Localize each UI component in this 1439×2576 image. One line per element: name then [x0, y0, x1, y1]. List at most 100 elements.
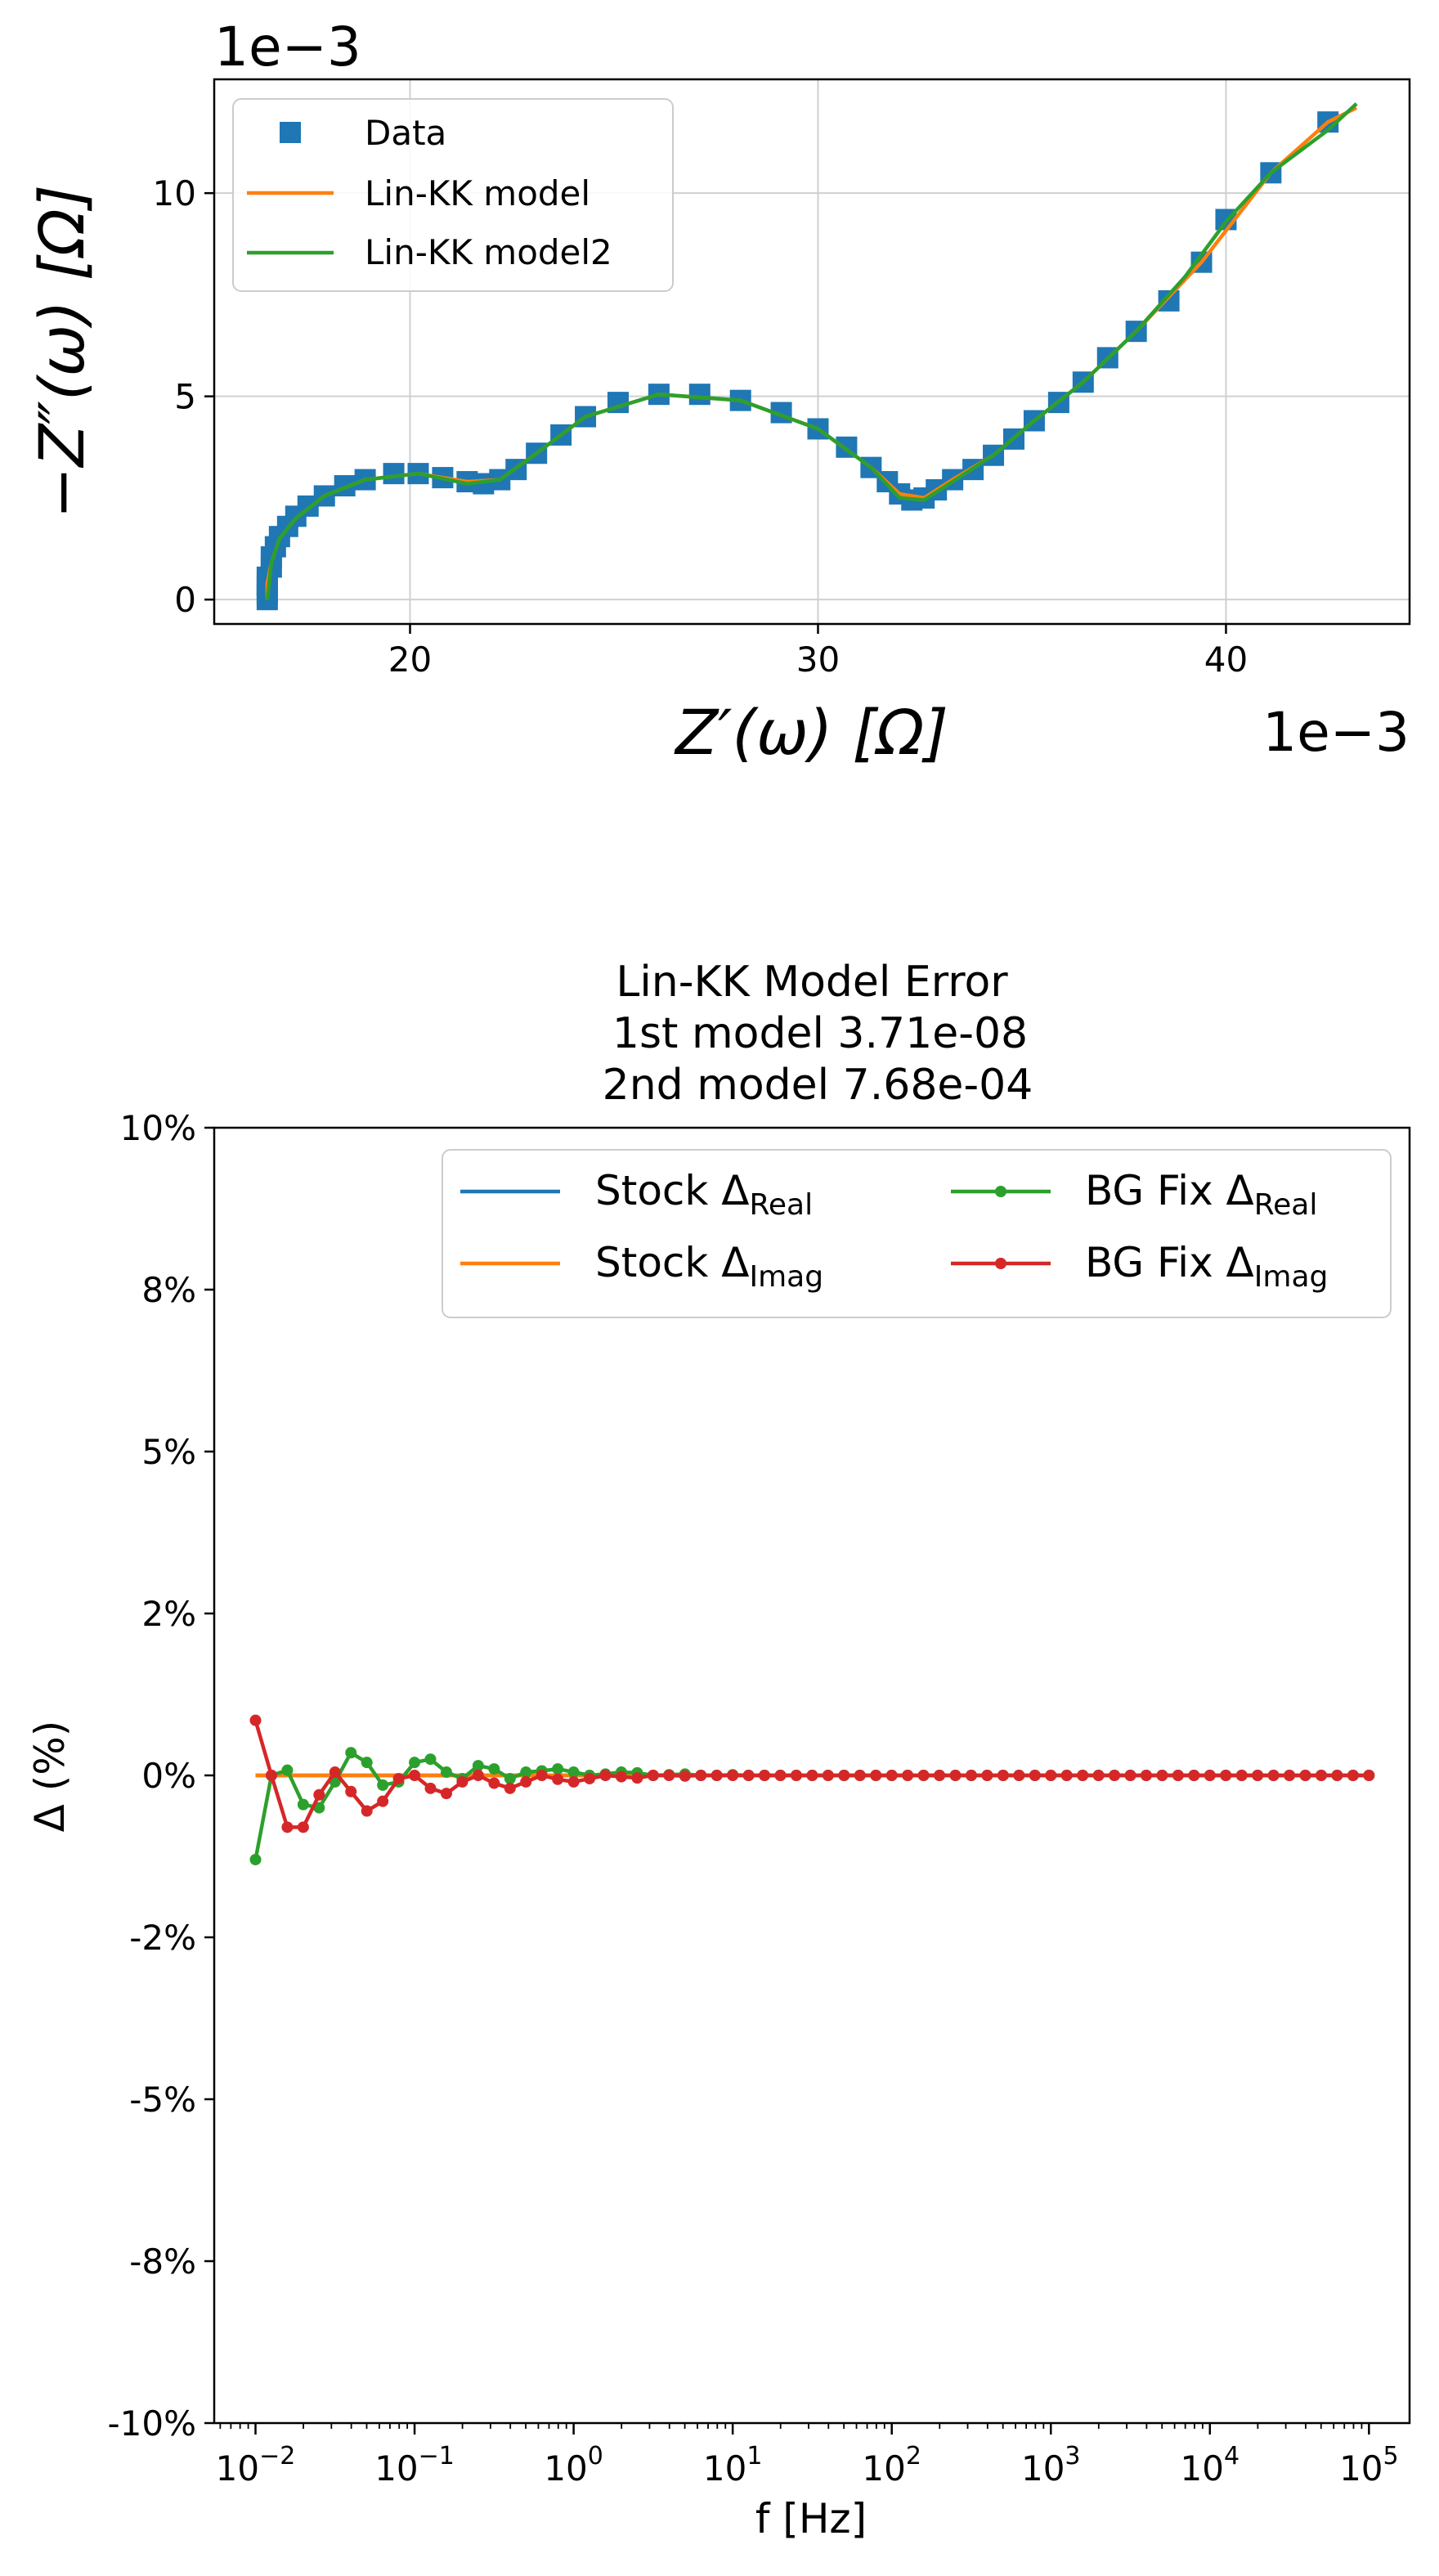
y-tick-label: 0 [174, 580, 196, 620]
bgfix-imag-point [838, 1770, 850, 1781]
bgfix-real-point [297, 1798, 309, 1811]
bgfix-imag-point [536, 1770, 548, 1781]
legend-label-stock-imag: Stock ΔImag [595, 1239, 823, 1294]
bgfix-imag-point [615, 1770, 627, 1783]
bgfix-imag-point [1124, 1770, 1136, 1781]
bgfix-imag-point [456, 1775, 468, 1788]
bgfix-imag-point [424, 1782, 437, 1794]
bgfix-imag-point [759, 1770, 771, 1781]
bgfix-imag-point [440, 1788, 452, 1800]
legend-label-data: Data [365, 113, 446, 153]
bgfix-imag-point [647, 1770, 659, 1781]
nyquist-axes-frame [213, 78, 1411, 626]
legend-dot-bgfix-real [995, 1186, 1006, 1197]
x-tick-label: 40 [1204, 640, 1248, 680]
legend-label-bgfix-imag: BG Fix ΔImag [1085, 1239, 1328, 1294]
y-tick-label: -8% [129, 2242, 196, 2282]
bgfix-imag-point [1284, 1770, 1296, 1781]
bgfix-imag-point [377, 1795, 389, 1807]
error-legend-box [442, 1149, 1392, 1318]
nyquist-legend-box [232, 98, 674, 292]
bgfix-imag-point [1331, 1770, 1343, 1781]
bgfix-imag-point [313, 1788, 325, 1801]
bgfix-imag-point [695, 1770, 707, 1781]
bgfix-imag-point [822, 1770, 834, 1781]
y-tick-label: 5 [174, 377, 196, 417]
data-point [383, 463, 405, 485]
error-title-line-2: 1st model 3.71e-08 [612, 1009, 1028, 1058]
bgfix-imag-point [1060, 1770, 1073, 1781]
y-tick-label: 8% [141, 1270, 196, 1310]
bgfix-imag-point [1235, 1770, 1248, 1781]
bgfix-imag-point [1252, 1770, 1264, 1781]
bgfix-imag-point [392, 1772, 405, 1784]
legend-square-marker [280, 122, 301, 143]
error-title-line-1: Lin-KK Model Error [616, 958, 1008, 1007]
bgfix-imag-point [520, 1775, 532, 1788]
error-ticks: 10% 8% 5% 2% 0% -2% -5% -8% -10% 10−2 10−1 100 101 10… [107, 1108, 1398, 2488]
bgfix-imag-point [552, 1773, 564, 1785]
bgfix-imag-point [1188, 1770, 1200, 1781]
bgfix-imag-point [1077, 1770, 1089, 1781]
error-title-line-3: 2nd model 7.68e-04 [603, 1061, 1033, 1110]
bgfix-imag-point [679, 1770, 691, 1782]
bgfix-imag-point [584, 1772, 596, 1784]
bgfix-real-point [567, 1766, 580, 1779]
bgfix-imag-point [806, 1770, 818, 1781]
y-tick-label: -2% [129, 1918, 196, 1958]
bgfix-imag-point [1315, 1770, 1327, 1781]
bgfix-imag-point [1029, 1770, 1041, 1781]
bgfix-imag-point [711, 1770, 723, 1781]
bgfix-real-point [520, 1766, 532, 1779]
x-tick-label: 10−1 [374, 2442, 455, 2488]
linkk-model2-line [265, 102, 1358, 600]
bgfix-imag-point [1299, 1770, 1311, 1781]
bgfix-imag-point [1013, 1770, 1025, 1781]
bgfix-imag-point [997, 1770, 1009, 1781]
bgfix-imag-point [790, 1770, 802, 1781]
x-offset-label: 1e−3 [1262, 701, 1410, 764]
x-tick-label: 102 [862, 2442, 921, 2488]
x-tick-label: 30 [796, 640, 840, 680]
bgfix-real-point [488, 1763, 500, 1775]
bgfix-real-point [281, 1764, 294, 1776]
bgfix-imag-point [1156, 1770, 1168, 1781]
y-tick-label: -5% [129, 2080, 196, 2120]
x-tick-label: 10−2 [216, 2442, 296, 2488]
bgfix-real-line [253, 1751, 1370, 1860]
bgfix-imag-point [934, 1770, 946, 1781]
y-tick-label: 0% [141, 1756, 196, 1796]
nyquist-x-axis-label: Z′(ω) [Ω] [674, 696, 948, 769]
legend-label-bgfix-real: BG Fix ΔReal [1085, 1167, 1317, 1222]
nyquist-series [256, 102, 1358, 611]
bgfix-real-point [409, 1757, 421, 1769]
nyquist-plot: 20 30 40 0 5 10 1e−3 1e−3 Z′(ω) [Ω] −Z″(ω) [Ω… [25, 16, 1411, 769]
bgfix-imag-point [870, 1770, 882, 1781]
bgfix-imag-point [949, 1770, 962, 1781]
bgfix-imag-point [1363, 1770, 1375, 1781]
bgfix-imag-point [472, 1770, 484, 1781]
bgfix-imag-point [567, 1775, 580, 1788]
y-tick-label: 10% [120, 1108, 196, 1148]
bgfix-imag-point [409, 1770, 421, 1781]
bgfix-imag-point [297, 1821, 309, 1833]
data-point [688, 384, 711, 406]
y-tick-label: 2% [141, 1594, 196, 1634]
legend-label-linkk2: Lin-KK model2 [365, 232, 612, 272]
bgfix-imag-point [329, 1766, 341, 1779]
error-x-axis-label: f [Hz] [755, 2495, 867, 2542]
bgfix-imag-point [981, 1770, 993, 1781]
bgfix-real-point [361, 1757, 373, 1769]
bgfix-real-point [504, 1772, 516, 1784]
x-tick-label: 20 [388, 640, 432, 680]
nyquist-legend: Data Lin-KK model Lin-KK model2 [232, 98, 674, 292]
bgfix-real-point [472, 1760, 484, 1772]
bgfix-imag-point [663, 1770, 675, 1781]
bgfix-imag-point [361, 1805, 373, 1817]
x-tick-label: 101 [703, 2442, 763, 2488]
bgfix-real-point [249, 1853, 262, 1865]
bgfix-imag-point [488, 1777, 500, 1789]
bgfix-imag-point [1092, 1770, 1105, 1781]
bgfix-imag-point [345, 1785, 357, 1797]
